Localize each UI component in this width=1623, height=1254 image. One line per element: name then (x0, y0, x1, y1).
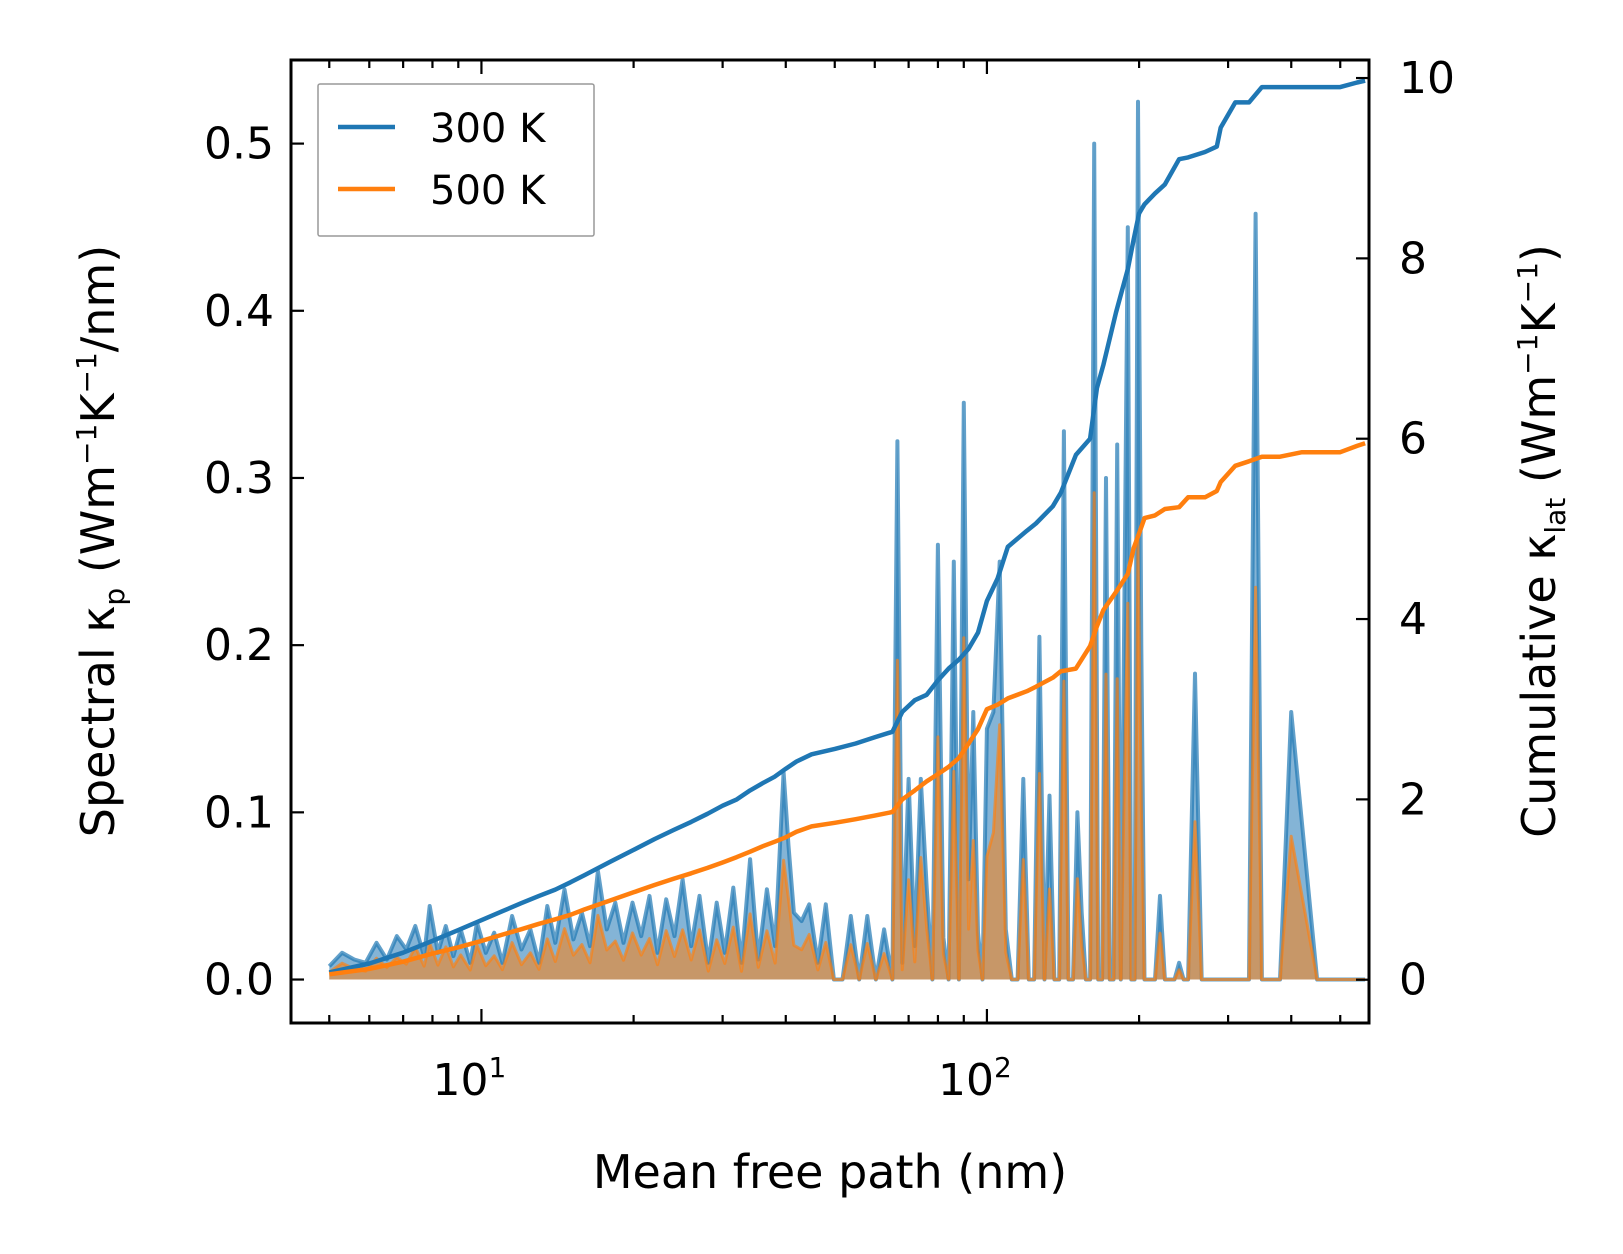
y2-tick-label: 0 (1399, 955, 1427, 1006)
legend-label-300K: 300 K (430, 106, 547, 152)
y2-tick-label: 4 (1399, 594, 1427, 645)
y-tick-label: 0.3 (204, 453, 274, 504)
spectral-500K-fill (329, 492, 1366, 980)
y-axis-title: Spectral κp (Wm−1K−1/nm) (70, 245, 131, 837)
x-axis-title: Mean free path (nm) (593, 1145, 1067, 1199)
cumulative-500K-line (328, 441, 1366, 977)
y2-axis-title: Cumulative κlat (Wm−1K−1) (1511, 244, 1572, 838)
plot-frame (289, 58, 1371, 1025)
y-tick-label: 0.0 (204, 955, 274, 1006)
y2-tick-label: 10 (1399, 53, 1455, 104)
legend: 300 K 500 K (317, 83, 595, 237)
spectral-500K-line (328, 491, 1366, 981)
legend-label-500K: 500 K (430, 168, 547, 214)
y-tick-label: 0.4 (204, 286, 274, 337)
y2-tick-label: 8 (1399, 233, 1427, 284)
x-tick-label: 101 (433, 1051, 507, 1106)
y-tick-label: 0.1 (204, 787, 274, 838)
x-tick-label: 102 (938, 1051, 1012, 1106)
tick-group: 0.0 0.1 0.2 0.3 0.4 0.5 0 2 4 6 8 10 101 102 (204, 53, 1455, 1106)
y2-tick-label: 6 (1399, 414, 1427, 465)
cumulative-300K-line (328, 78, 1366, 975)
y-tick-label: 0.5 (204, 119, 274, 170)
y2-tick-label: 2 (1399, 774, 1427, 825)
series-line-group (328, 78, 1366, 977)
y-tick-label: 0.2 (204, 620, 274, 671)
spectral-fill-group (327, 99, 1366, 982)
legend-box (317, 83, 595, 237)
